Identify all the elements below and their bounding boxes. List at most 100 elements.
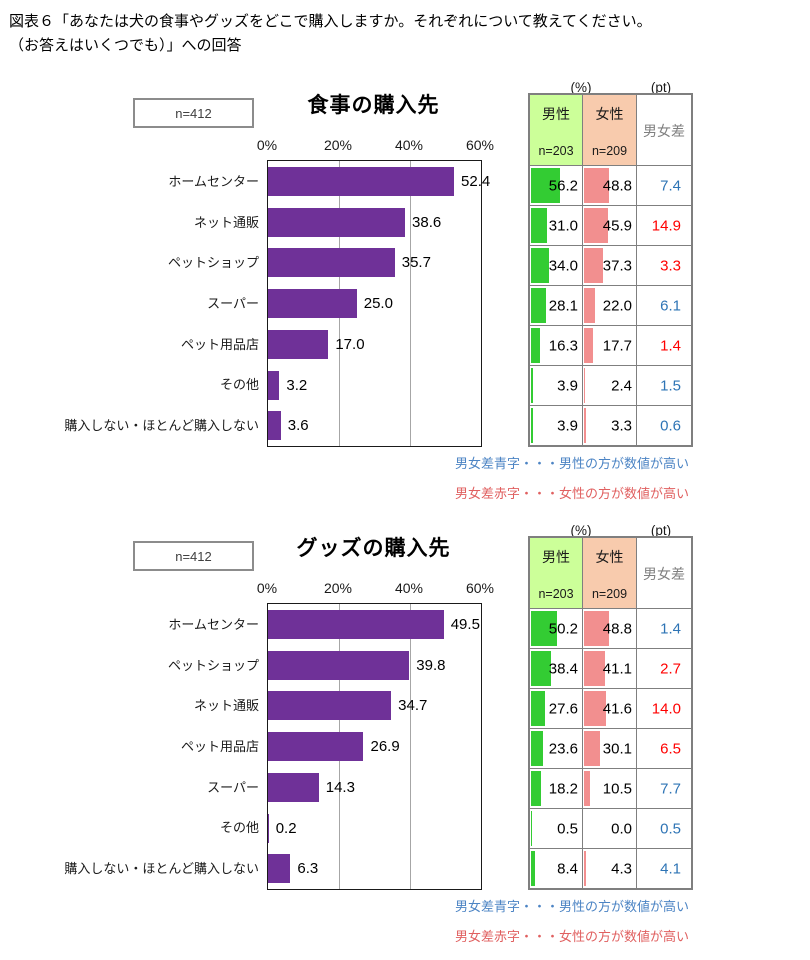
section-food-purchase: (%) (pt) n=412 食事の購入先 0% 20% 40% 60% ホーム… bbox=[0, 80, 810, 523]
male-mini-bar bbox=[531, 288, 546, 323]
male-header-label: 男性 bbox=[542, 549, 570, 565]
female-mini-bar bbox=[584, 851, 587, 886]
male-mini-bar bbox=[531, 851, 536, 886]
gender-diff-cell: 1.4 bbox=[637, 326, 691, 365]
category-label: スーパー bbox=[207, 295, 259, 311]
female-value: 22.0 bbox=[602, 297, 632, 314]
male-value: 8.4 bbox=[557, 860, 578, 877]
gender-diff-cell: 6.5 bbox=[637, 729, 691, 768]
female-header-cell: 女性 n=209 bbox=[583, 95, 636, 165]
purchase-bar bbox=[268, 854, 291, 884]
chart-title: 食事の購入先 bbox=[307, 94, 440, 117]
note-male-higher: 男女差青字・・・男性の方が数値が高い bbox=[454, 456, 689, 471]
female-value-cell: 2.4 bbox=[583, 366, 636, 405]
category-label: 購入しない・ほとんど購入しない bbox=[64, 418, 259, 434]
gridline-40pct bbox=[410, 161, 411, 446]
purchase-bar bbox=[268, 248, 395, 278]
male-mini-bar bbox=[531, 611, 558, 646]
male-value-cell: 34.0 bbox=[530, 246, 582, 285]
gender-diff-header-cell: 男女差 bbox=[637, 538, 691, 608]
male-value-cell: 23.6 bbox=[530, 729, 582, 768]
male-value: 0.5 bbox=[557, 820, 578, 837]
category-label: ネット通販 bbox=[193, 214, 259, 230]
male-value: 31.0 bbox=[548, 217, 578, 234]
female-value: 2.4 bbox=[611, 377, 632, 394]
male-n-label: n=203 bbox=[538, 587, 574, 601]
axis-tick-40: 40% bbox=[394, 580, 424, 596]
purchase-bar bbox=[268, 691, 392, 721]
male-value-cell: 18.2 bbox=[530, 769, 582, 808]
percent-unit-label: (%) bbox=[570, 80, 592, 95]
bar-value-label: 6.3 bbox=[297, 860, 319, 878]
male-mini-bar bbox=[531, 168, 561, 203]
female-value: 48.8 bbox=[602, 177, 632, 194]
female-value-cell: 41.6 bbox=[583, 689, 636, 728]
gender-diff-cell: 3.3 bbox=[637, 246, 691, 285]
bar-value-label: 17.0 bbox=[335, 335, 365, 353]
male-mini-bar bbox=[531, 731, 544, 766]
male-value-cell: 3.9 bbox=[530, 366, 582, 405]
male-mini-bar bbox=[531, 408, 533, 443]
female-value: 3.3 bbox=[611, 417, 632, 434]
gender-diff-value: 1.4 bbox=[660, 620, 681, 637]
bar-value-label: 0.2 bbox=[275, 819, 297, 837]
category-label: その他 bbox=[219, 820, 259, 836]
female-header-cell: 女性 n=209 bbox=[583, 538, 636, 608]
gender-diff-label: 男女差 bbox=[643, 566, 685, 582]
male-value-cell: 8.4 bbox=[530, 849, 582, 888]
female-value: 4.3 bbox=[611, 860, 632, 877]
female-mini-bar bbox=[584, 368, 586, 403]
female-value: 48.8 bbox=[602, 620, 632, 637]
male-value: 38.4 bbox=[548, 660, 578, 677]
axis-tick-20: 20% bbox=[323, 580, 353, 596]
male-header-cell: 男性 n=203 bbox=[530, 538, 582, 608]
gender-diff-value: 14.9 bbox=[651, 217, 681, 234]
male-value-cell: 0.5 bbox=[530, 809, 582, 848]
male-mini-bar bbox=[531, 771, 541, 806]
female-value: 17.7 bbox=[602, 337, 632, 354]
male-mini-bar bbox=[531, 208, 548, 243]
axis-tick-20: 20% bbox=[323, 137, 353, 153]
female-value: 37.3 bbox=[602, 257, 632, 274]
male-value-cell: 56.2 bbox=[530, 166, 582, 205]
axis-tick-0: 0% bbox=[256, 137, 278, 153]
sample-size-box: n=412 bbox=[133, 541, 254, 571]
female-value-cell: 45.9 bbox=[583, 206, 636, 245]
female-n-label: n=209 bbox=[591, 144, 628, 158]
figure-title-line2: （お答えはいくつでも）」への回答 bbox=[9, 37, 242, 54]
male-header-label: 男性 bbox=[542, 106, 570, 122]
pt-unit-label: (pt) bbox=[650, 523, 672, 538]
female-value-cell: 4.3 bbox=[583, 849, 636, 888]
stats-table: 男性 n=203 女性 n=209 男女差 50.2 48.8 1.4 38.4 41.… bbox=[528, 536, 693, 890]
male-value-cell: 16.3 bbox=[530, 326, 582, 365]
bar-value-label: 39.8 bbox=[416, 656, 446, 674]
purchase-bar bbox=[268, 207, 406, 237]
female-mini-bar bbox=[584, 288, 596, 323]
stats-table: 男性 n=203 女性 n=209 男女差 56.2 48.8 7.4 31.0 45.… bbox=[528, 93, 693, 447]
plot-area: 49.5 39.8 34.7 26.9 14.3 0.2 6.3 bbox=[267, 603, 482, 890]
axis-tick-0: 0% bbox=[256, 580, 278, 596]
gender-diff-value: 6.5 bbox=[660, 740, 681, 757]
bar-value-label: 34.7 bbox=[398, 697, 428, 715]
bar-value-label: 38.6 bbox=[412, 213, 442, 231]
category-label: ペットショップ bbox=[167, 657, 259, 673]
section-goods-purchase: (%) (pt) n=412 グッズの購入先 0% 20% 40% 60% ホー… bbox=[0, 523, 810, 960]
male-header-cell: 男性 n=203 bbox=[530, 95, 582, 165]
male-mini-bar bbox=[531, 651, 551, 686]
male-value-cell: 27.6 bbox=[530, 689, 582, 728]
bar-value-label: 25.0 bbox=[363, 295, 393, 313]
gender-diff-cell: 14.0 bbox=[637, 689, 691, 728]
note-female-higher: 男女差赤字・・・女性の方が数値が高い bbox=[454, 929, 689, 944]
female-mini-bar bbox=[584, 168, 610, 203]
gender-diff-header-cell: 男女差 bbox=[637, 95, 691, 165]
female-mini-bar bbox=[584, 731, 600, 766]
female-value-cell: 48.8 bbox=[583, 609, 636, 648]
gender-diff-cell: 1.4 bbox=[637, 609, 691, 648]
category-label: ホームセンター bbox=[168, 173, 259, 189]
male-value: 3.9 bbox=[557, 377, 578, 394]
male-mini-bar bbox=[531, 328, 540, 363]
category-label: 購入しない・ほとんど購入しない bbox=[64, 861, 259, 877]
gender-diff-cell: 0.6 bbox=[637, 406, 691, 445]
axis-tick-60: 60% bbox=[465, 137, 495, 153]
female-mini-bar bbox=[584, 771, 590, 806]
